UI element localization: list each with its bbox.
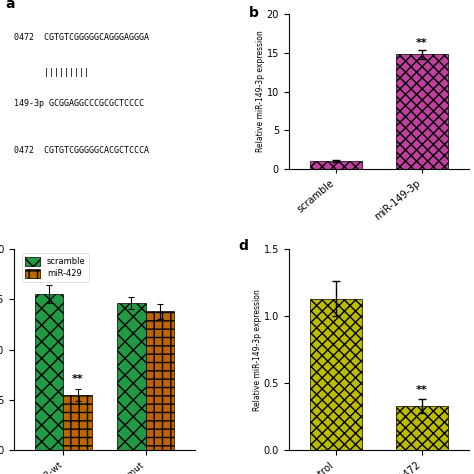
Bar [310,161,362,169]
Text: 149-3p GCGGAGGCCCGCGCTCCCC: 149-3p GCGGAGGCCCGCGCTCCCC [14,100,144,109]
Y-axis label: Relative miR-149-3p expression: Relative miR-149-3p expression [253,289,262,410]
Text: |||||||||: ||||||||| [14,68,89,77]
Bar [396,406,448,450]
Bar [117,303,146,450]
Text: 0472  CGTGTCGGGGGCAGGGAGGGA: 0472 CGTGTCGGGGGCAGGGAGGGA [14,33,149,42]
Bar [396,55,448,169]
Bar [310,299,362,450]
Text: **: ** [72,374,84,384]
Y-axis label: Relative miR-149-3p expression: Relative miR-149-3p expression [256,31,265,153]
Text: b: b [249,7,259,20]
Legend: scramble, miR-429: scramble, miR-429 [22,253,89,282]
Text: d: d [238,239,248,253]
Text: a: a [5,0,15,11]
Bar [64,395,92,450]
Text: **: ** [416,38,428,48]
Text: 0472  CGTGTCGGGGGCACGCTCCCA: 0472 CGTGTCGGGGGCACGCTCCCA [14,146,149,155]
Bar [146,311,174,450]
Text: **: ** [416,385,428,395]
Bar [35,294,64,450]
